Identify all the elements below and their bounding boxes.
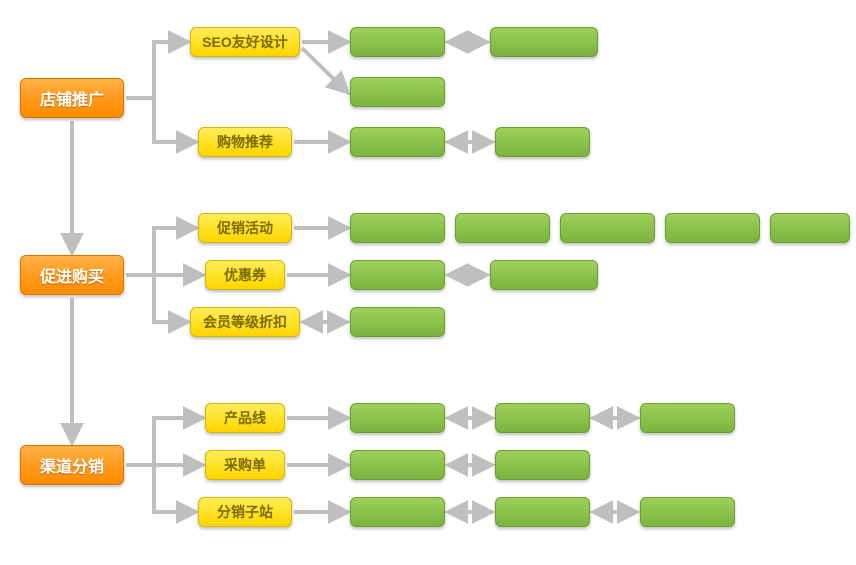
mid-node: SEO友好设计 (190, 27, 300, 57)
leaf-node (490, 260, 598, 290)
mid-node: 分销子站 (198, 497, 292, 527)
leaf-node (495, 497, 590, 527)
leaf-node (350, 27, 445, 57)
leaf-node (495, 450, 590, 480)
leaf-node (350, 497, 445, 527)
mid-node: 采购单 (205, 450, 285, 480)
leaf-node (640, 403, 735, 433)
leaf-node (495, 127, 590, 157)
leaf-node (350, 450, 445, 480)
leaf-node (350, 127, 445, 157)
leaf-node (560, 213, 655, 243)
leaf-node (490, 27, 598, 57)
leaf-node (640, 497, 735, 527)
leaf-node (350, 213, 445, 243)
mid-node: 产品线 (205, 403, 285, 433)
mid-node: 促销活动 (198, 213, 292, 243)
leaf-node (455, 213, 550, 243)
leaf-node (495, 403, 590, 433)
root-node: 渠道分销 (20, 445, 124, 485)
mid-node: 优惠券 (205, 260, 285, 290)
leaf-node (350, 260, 445, 290)
mid-node: 购物推荐 (198, 127, 292, 157)
root-node: 促进购买 (20, 255, 124, 295)
leaf-node (665, 213, 760, 243)
mid-node: 会员等级折扣 (190, 307, 300, 337)
leaf-node (350, 307, 445, 337)
root-node: 店铺推广 (20, 78, 124, 118)
leaf-node (350, 403, 445, 433)
leaf-node (770, 213, 850, 243)
leaf-node (350, 77, 445, 107)
